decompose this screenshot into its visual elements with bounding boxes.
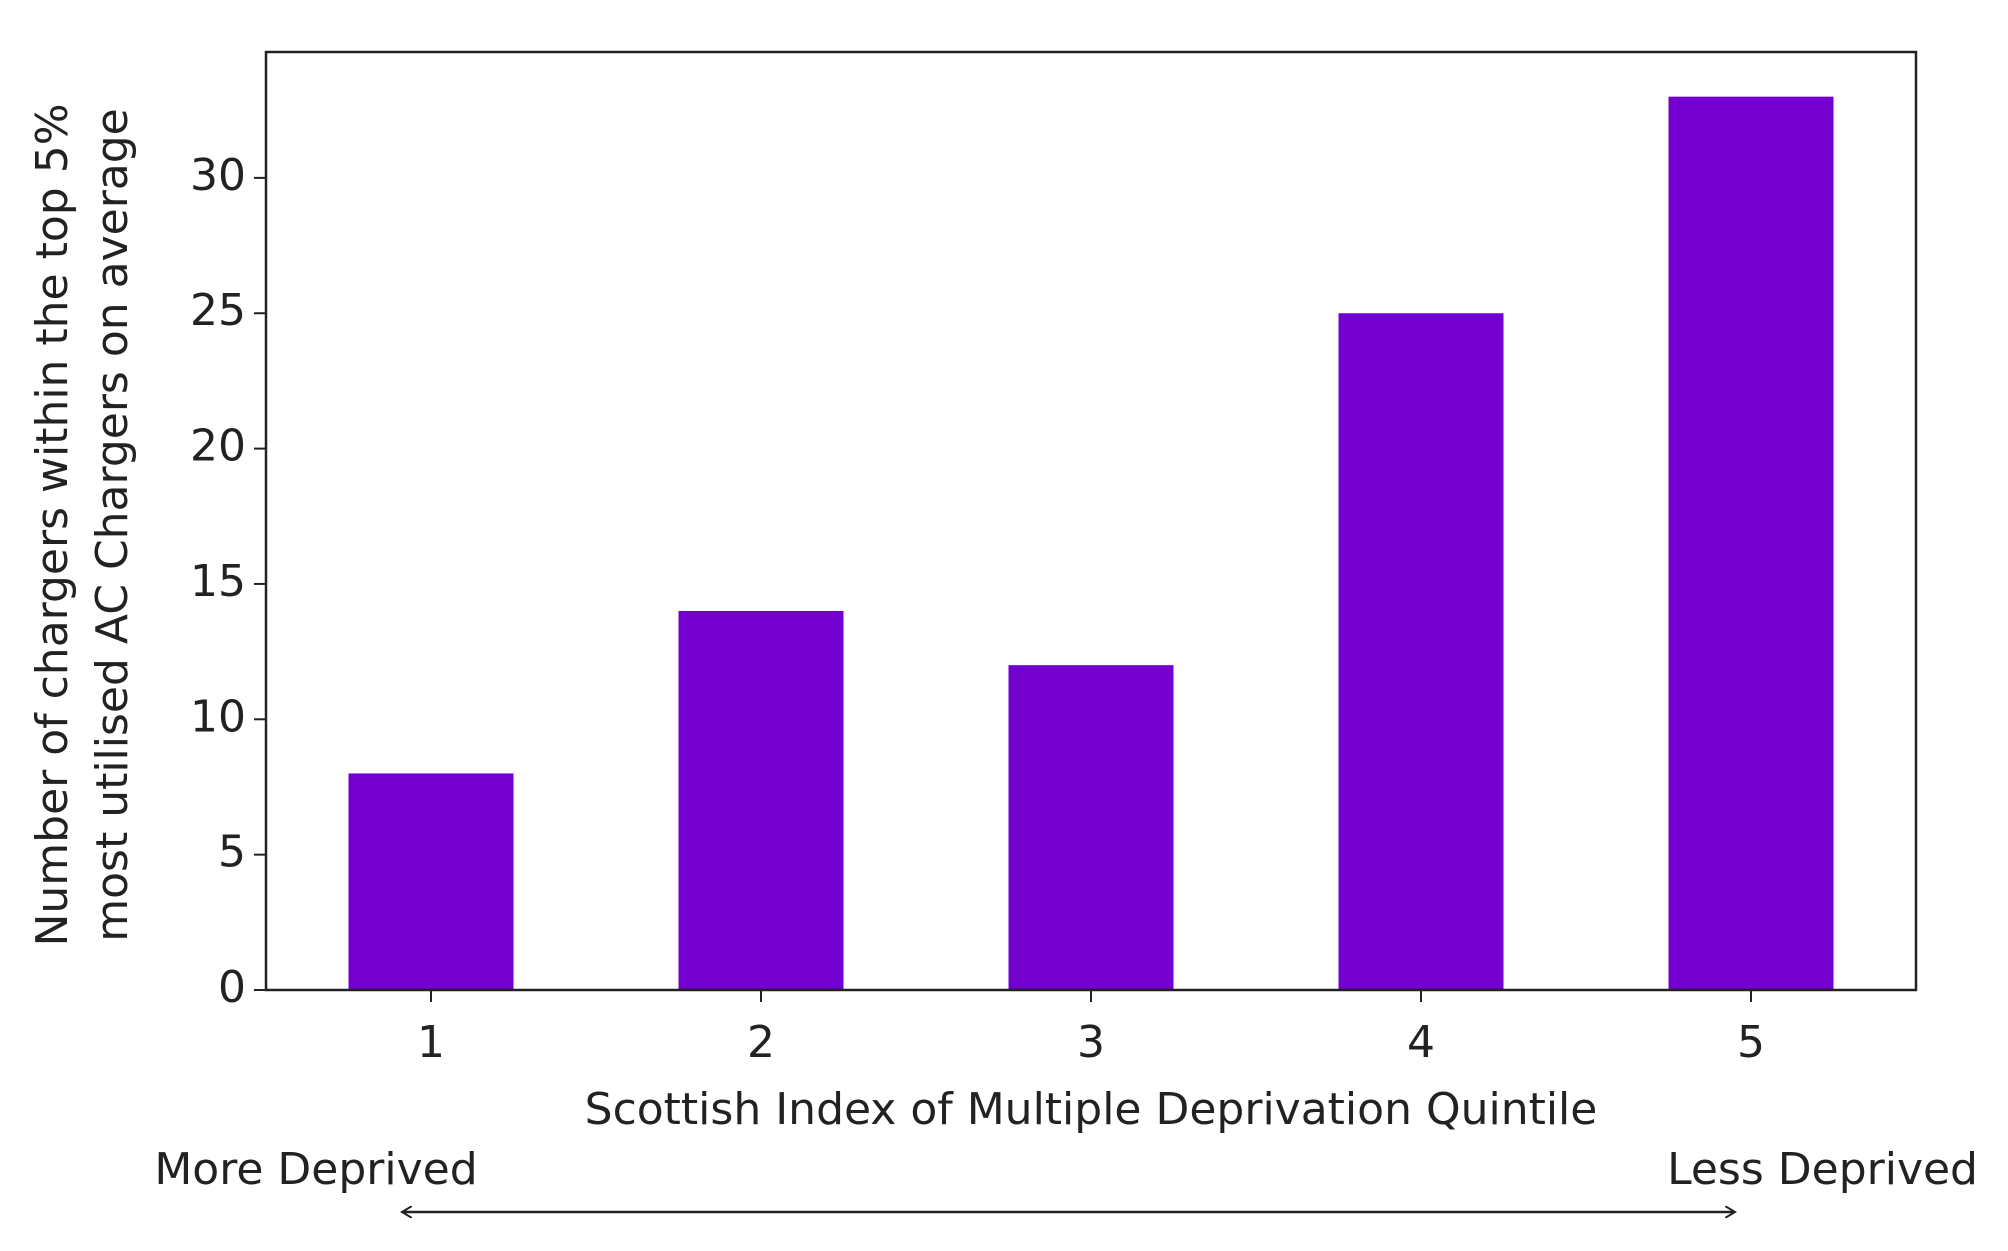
x-tick-label: 3 [1077,1017,1105,1068]
annotation: More Deprived [154,1144,477,1195]
y-tick-label: 30 [190,150,246,201]
y-tick-label: 25 [190,285,246,336]
y-tick-label: 15 [190,556,246,607]
y-tick-label: 20 [190,421,246,472]
y-tick-label: 10 [190,691,246,742]
x-tick-label: 1 [417,1017,445,1068]
annotation: Less Deprived [1667,1144,1978,1195]
bar [1338,313,1504,991]
x-tick-label: 2 [747,1017,775,1068]
y-tick-label: 0 [218,962,246,1013]
bar [348,773,514,990]
bar [1668,96,1834,990]
x-tick-label: 5 [1737,1017,1765,1068]
plot-frame [264,50,1918,992]
y-tick-label: 5 [218,827,246,878]
x-axis-label: Scottish Index of Multiple Deprivation Q… [585,1084,1598,1135]
bar [1008,665,1174,990]
y-axis-label: most utilised AC Chargers on average [87,108,138,942]
y-axis-label: Number of chargers within the top 5% [27,103,78,946]
y-label-group: Number of chargers within the top 5% mos… [27,103,138,946]
bar [678,611,844,990]
x-tick-label: 4 [1407,1017,1435,1068]
